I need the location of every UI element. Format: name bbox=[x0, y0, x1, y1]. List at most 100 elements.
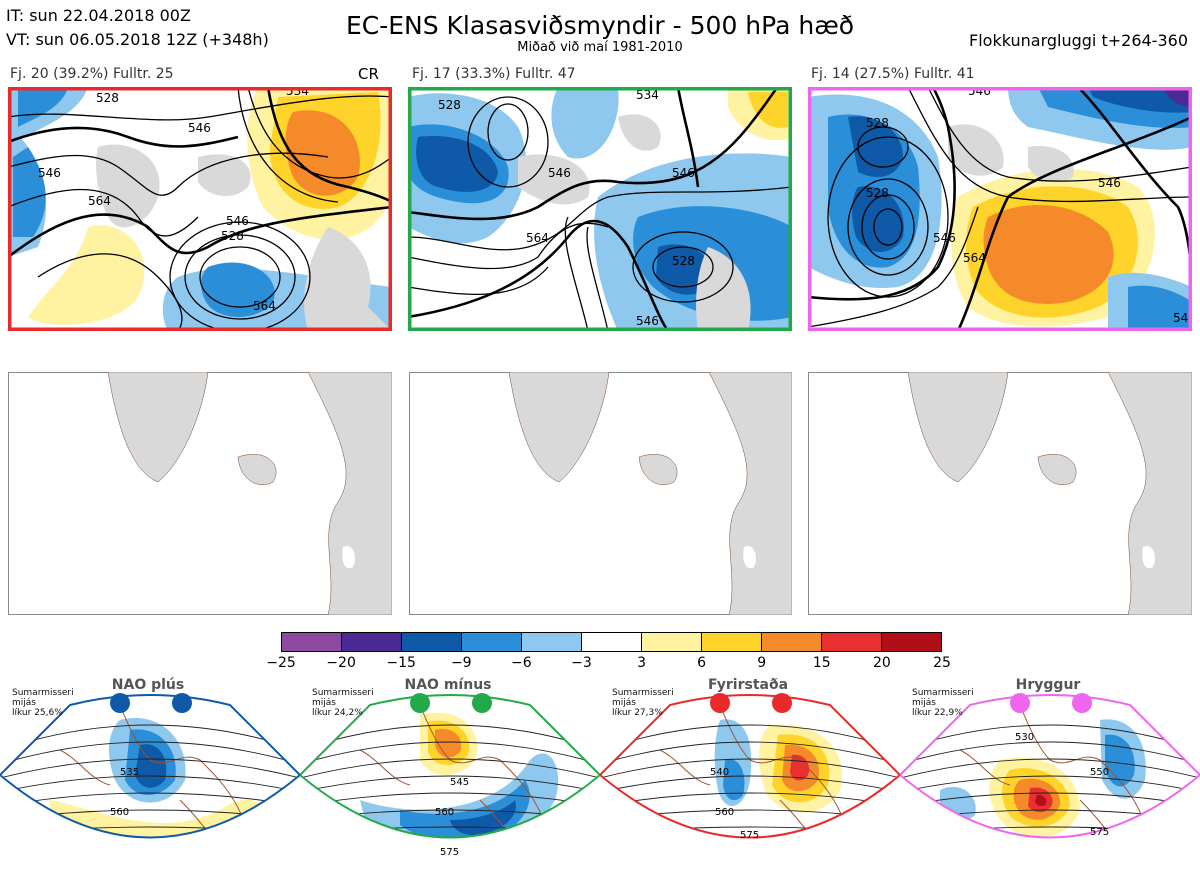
regime-marker-dot bbox=[772, 693, 792, 713]
contour-label: 564 bbox=[88, 194, 111, 208]
classification-window: Flokkunargluggi t+264-360 bbox=[969, 31, 1188, 50]
contour-label: 546 bbox=[38, 166, 61, 180]
contour-label: 546 bbox=[1098, 176, 1121, 190]
colorbar-tick-label: 9 bbox=[757, 655, 767, 671]
regime-contour-label: 550 bbox=[1090, 767, 1109, 778]
colorbar-tick-label: 20 bbox=[872, 655, 891, 671]
regime-title: Hryggur bbox=[1015, 677, 1081, 693]
colorbar-tick-label: −25 bbox=[266, 655, 296, 671]
colorbar-segment bbox=[522, 633, 582, 651]
colorbar-tick-label: 25 bbox=[933, 655, 951, 671]
contour-label: 528 bbox=[672, 254, 695, 268]
regime-description-line: líkur 27,3% bbox=[612, 708, 663, 718]
contour-label: 546 bbox=[933, 231, 956, 245]
cluster-1-contour-labels: 528 546 564 546 528 546 564 534 bbox=[38, 87, 309, 313]
regime-description-line: líkur 25,6% bbox=[12, 708, 63, 718]
regime-title: Fyrirstaða bbox=[707, 677, 789, 693]
contour-label: 546 bbox=[672, 166, 695, 180]
regime-contour-label: 560 bbox=[435, 807, 454, 818]
regime-map-1: 545 560 575 bbox=[300, 694, 600, 858]
contour-label: 546 bbox=[548, 166, 571, 180]
colorbar-tick-label: −6 bbox=[511, 655, 532, 671]
colorbar-segment bbox=[342, 633, 402, 651]
cluster-1-map: 528 546 564 546 528 546 564 534 bbox=[8, 87, 392, 331]
empty-map-2 bbox=[409, 372, 792, 615]
colorbar-tick-label: −15 bbox=[386, 655, 416, 671]
cluster-1-label: Fj. 20 (39.2%) Fulltr. 25 bbox=[10, 66, 174, 82]
contour-label: 546 bbox=[636, 314, 659, 328]
cluster-3-label: Fj. 14 (27.5%) Fulltr. 41 bbox=[811, 66, 975, 82]
page-title: EC-ENS Klasasviðsmyndir - 500 hPa hæð bbox=[345, 11, 855, 40]
contour-label: 528 bbox=[866, 116, 889, 130]
cluster-3-map: 528 528 546 564 546 546 546 bbox=[808, 87, 1192, 331]
regime-description-line: Sumarmisseri bbox=[12, 688, 74, 698]
regime-description-line: Sumarmisseri bbox=[312, 688, 374, 698]
regime-map-0: 535 560 bbox=[0, 694, 300, 839]
contour-label: 546 bbox=[968, 87, 991, 98]
regime-marker-dot bbox=[172, 693, 192, 713]
regime-contour-label: 575 bbox=[1090, 827, 1109, 838]
cluster-3-contour-labels: 528 528 546 564 546 546 546 bbox=[866, 87, 1192, 325]
regime-map-2: 540 560 575 bbox=[600, 694, 900, 841]
colorbar-tick-label: −20 bbox=[326, 655, 356, 671]
contour-label: 534 bbox=[636, 88, 659, 102]
colorbar-tick-label: −3 bbox=[571, 655, 592, 671]
regime-description-line: Sumarmisseri bbox=[612, 688, 674, 698]
regime-description: Sumarmisseri mijás líkur 22,9% bbox=[912, 688, 974, 718]
contour-label: 546 bbox=[226, 214, 249, 228]
contour-label: 564 bbox=[963, 251, 986, 265]
contour-label: 528 bbox=[96, 91, 119, 105]
colorbar-segment bbox=[882, 633, 941, 651]
colorbar-segment bbox=[822, 633, 882, 651]
cluster-2-contour-labels: 528 546 564 528 546 546 534 bbox=[438, 88, 695, 328]
contour-label: 564 bbox=[526, 231, 549, 245]
regime-contour-label: 560 bbox=[110, 807, 129, 818]
regime-title: NAO plús bbox=[111, 677, 185, 693]
contour-label: 528 bbox=[221, 229, 244, 243]
regime-contour-label: 540 bbox=[710, 767, 729, 778]
colorbar bbox=[281, 632, 942, 652]
regime-contour-label: 545 bbox=[450, 777, 469, 788]
regime-marker-dot bbox=[1072, 693, 1092, 713]
colorbar-tick-label: 15 bbox=[812, 655, 831, 671]
regime-contour-label: 530 bbox=[1015, 732, 1034, 743]
cluster-2-map: 528 546 564 528 546 546 534 bbox=[408, 87, 792, 331]
contour-label: 546 bbox=[1173, 311, 1192, 325]
regime-contour-label: 535 bbox=[120, 767, 139, 778]
contour-label: 528 bbox=[866, 186, 889, 200]
regime-marker-dot bbox=[472, 693, 492, 713]
colorbar-segment bbox=[402, 633, 462, 651]
colorbar-segment bbox=[462, 633, 522, 651]
valid-time: VT: sun 06.05.2018 12Z (+348h) bbox=[6, 30, 269, 49]
colorbar-tick-label: 6 bbox=[697, 655, 707, 671]
contour-label: 564 bbox=[253, 299, 276, 313]
regime-marker-dot bbox=[110, 693, 130, 713]
regime-description: Sumarmisseri mijás líkur 24,2% bbox=[312, 688, 374, 718]
colorbar-tick-label: 3 bbox=[637, 655, 646, 671]
regime-description: Sumarmisseri mijás líkur 25,6% bbox=[12, 688, 74, 718]
regime-contour-label: 575 bbox=[740, 830, 759, 841]
contour-label: 534 bbox=[286, 87, 309, 98]
colorbar-segment bbox=[702, 633, 762, 651]
regime-description-line: Sumarmisseri bbox=[912, 688, 974, 698]
contour-label: 546 bbox=[188, 121, 211, 135]
colorbar-segment bbox=[282, 633, 342, 651]
colorbar-tick-label: −9 bbox=[450, 655, 472, 671]
regime-description: Sumarmisseri mijás líkur 27,3% bbox=[612, 688, 674, 718]
init-time: IT: sun 22.04.2018 00Z bbox=[6, 6, 191, 25]
regime-marker-dot bbox=[410, 693, 430, 713]
regime-description-line: mijás bbox=[612, 698, 636, 708]
colorbar-segment bbox=[582, 633, 642, 651]
regime-description-line: mijás bbox=[312, 698, 336, 708]
regime-contour-label: 575 bbox=[440, 847, 459, 858]
regime-description-line: mijás bbox=[12, 698, 36, 708]
empty-map-1 bbox=[8, 372, 392, 615]
cluster-1-cr: CR bbox=[358, 65, 379, 83]
regime-contour-label: 560 bbox=[715, 807, 734, 818]
page-subtitle: Miðað við maí 1981-2010 bbox=[517, 40, 683, 55]
regime-map-3: 530 550 575 bbox=[900, 694, 1200, 839]
cluster-2-label: Fj. 17 (33.3%) Fulltr. 47 bbox=[412, 66, 576, 82]
regime-marker-dot bbox=[710, 693, 730, 713]
regime-marker-dot bbox=[1010, 693, 1030, 713]
regime-description-line: líkur 24,2% bbox=[312, 708, 363, 718]
